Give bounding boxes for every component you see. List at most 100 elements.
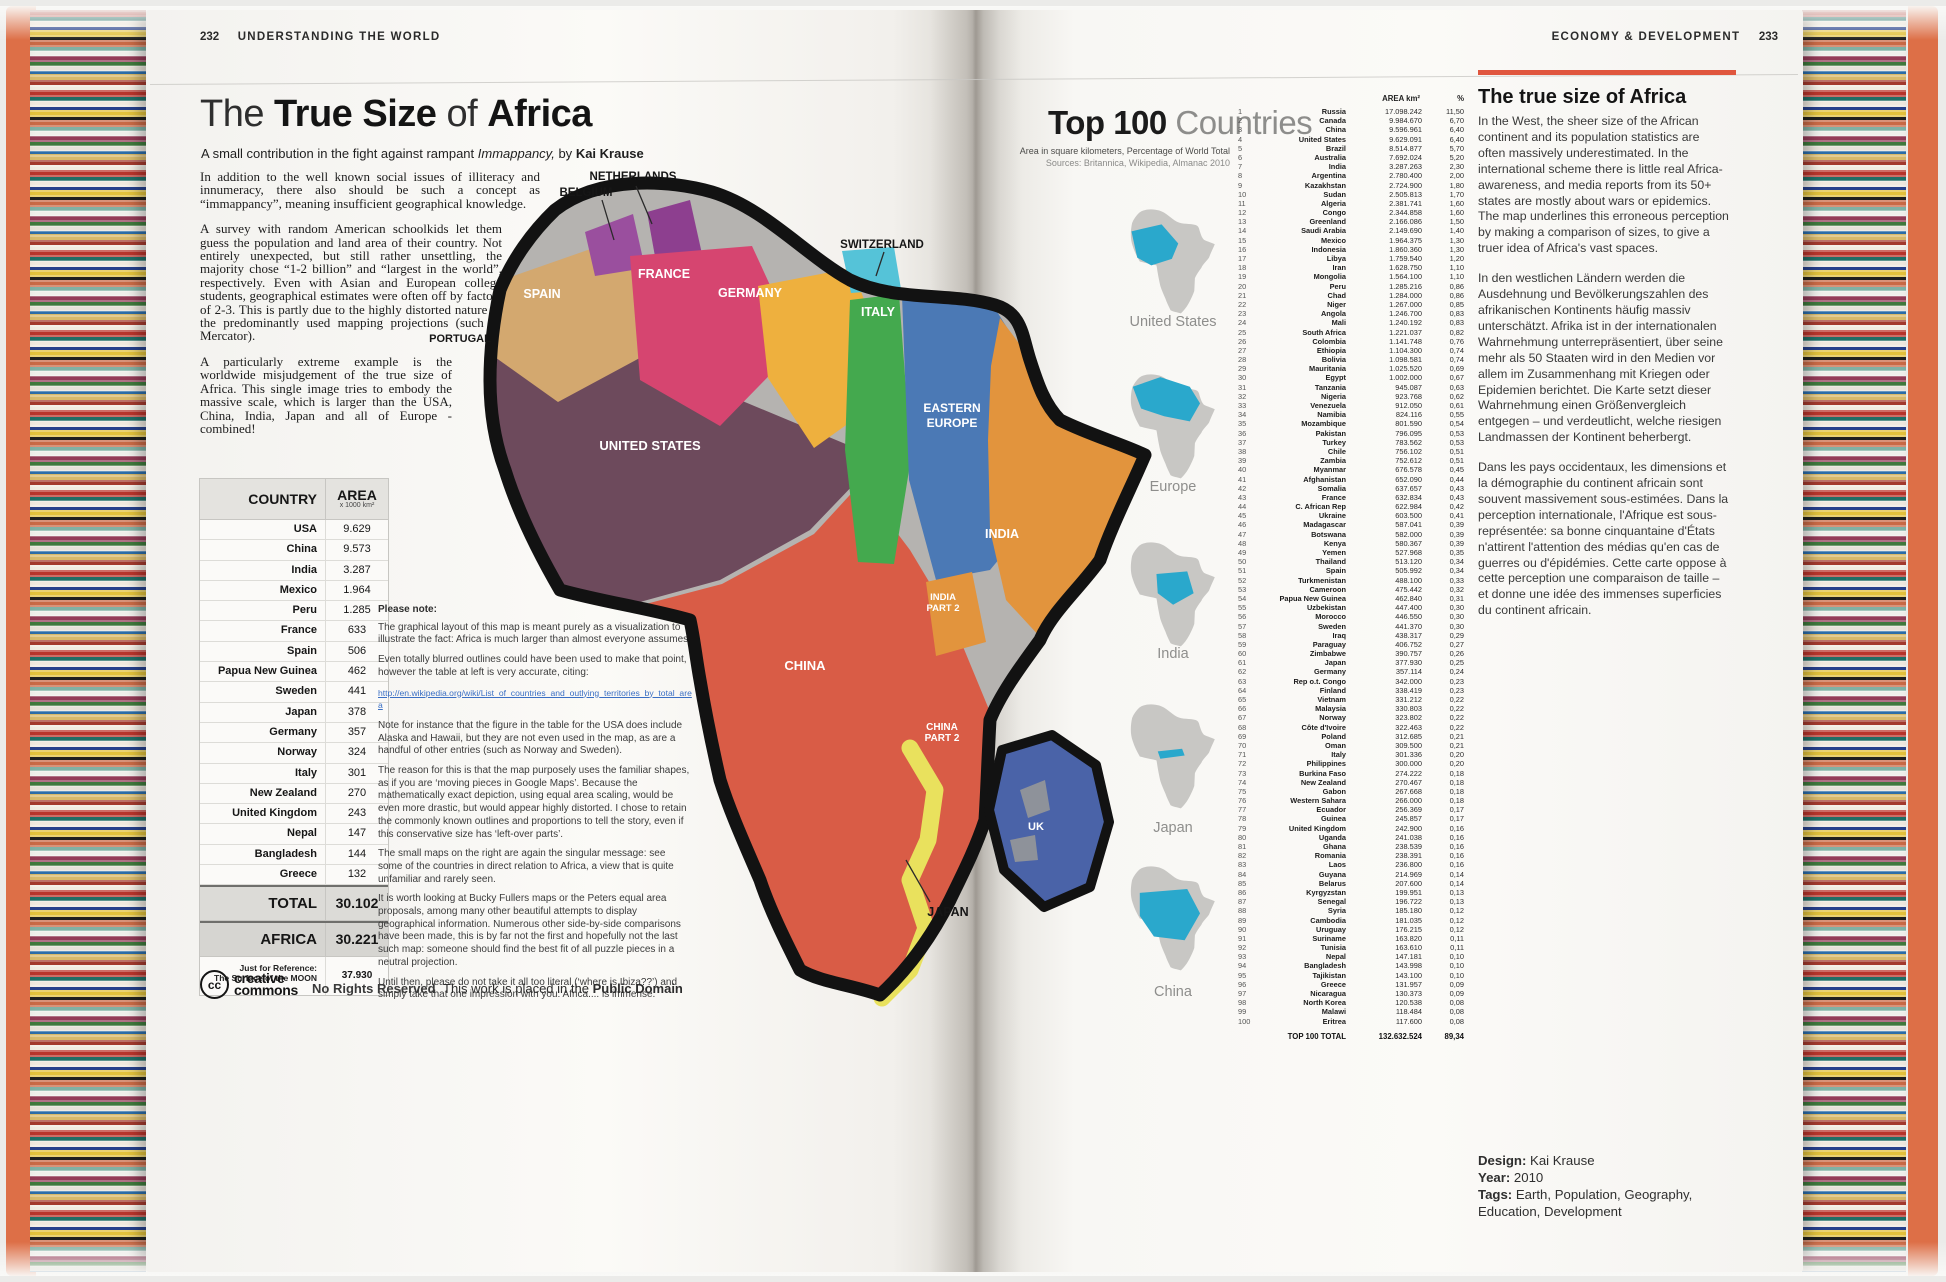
minimap-china bbox=[1130, 866, 1215, 971]
area-cell: 8.514.877 bbox=[1389, 143, 1422, 153]
top100-row: 17 Libya 1.759.540 1,20 bbox=[1238, 254, 1464, 263]
area-cell: 2.166.086 bbox=[1389, 217, 1422, 227]
percent-cell: 0,54 bbox=[1449, 419, 1464, 429]
rank-cell: 80 bbox=[1238, 832, 1247, 842]
table-row: France 633 bbox=[200, 621, 388, 642]
poster-title: The True Size of Africa bbox=[200, 93, 592, 135]
area-cell: 587.041 bbox=[1395, 520, 1422, 530]
country-cell: Chad bbox=[1327, 290, 1346, 300]
right-page-number: 233 bbox=[1758, 31, 1778, 43]
percent-cell: 0,10 bbox=[1449, 970, 1464, 980]
area-cell: 256.369 bbox=[1395, 805, 1422, 815]
area-cell: 580.367 bbox=[1395, 538, 1422, 548]
map-label-china-part2a: CHINA bbox=[926, 722, 958, 733]
rank-cell: 5 bbox=[1238, 143, 1243, 153]
map-label-spain: SPAIN bbox=[523, 287, 560, 301]
rank-cell: 1 bbox=[1238, 107, 1243, 116]
rank-cell: 16 bbox=[1238, 244, 1247, 254]
country-cell: Tanzania bbox=[1314, 382, 1346, 392]
area-cell: 632.834 bbox=[1395, 492, 1422, 502]
top100-row: 87 Senegal 196.722 0,13 bbox=[1238, 897, 1464, 906]
country-cell: Rep o.t. Congo bbox=[1293, 676, 1346, 686]
top100-row: 91 Suriname 163.820 0,11 bbox=[1238, 934, 1464, 943]
area-cell: 9.984.670 bbox=[1389, 116, 1422, 126]
table-body: USA 9.629 China 9.573 India 3.287 Mexico… bbox=[200, 520, 388, 886]
right-page bbox=[975, 10, 1803, 1272]
percent-cell: 0,22 bbox=[1449, 695, 1464, 704]
top100-row: 20 Peru 1.285.216 0,86 bbox=[1238, 282, 1464, 291]
top100-row: 18 Iran 1.628.750 1,10 bbox=[1238, 263, 1464, 272]
percent-cell: 0,12 bbox=[1449, 906, 1464, 916]
country-cell: Senegal bbox=[1317, 897, 1346, 907]
country-cell: Zimbabwe bbox=[1309, 649, 1346, 659]
top100-row: 8 Argentina 2.780.400 2,00 bbox=[1238, 171, 1464, 180]
area-cell: 185.180 bbox=[1395, 906, 1422, 916]
percent-cell: 6,70 bbox=[1449, 116, 1464, 126]
percent-cell: 1,40 bbox=[1449, 226, 1464, 236]
top100-row: 95 Tajikistan 143.100 0,10 bbox=[1238, 971, 1464, 980]
rank-cell: 19 bbox=[1238, 272, 1247, 282]
rank-cell: 43 bbox=[1238, 492, 1247, 502]
percent-cell: 0,39 bbox=[1449, 520, 1464, 530]
top100-title: Top 100 Countries bbox=[1048, 104, 1313, 141]
top100-row: 24 Mali 1.240.192 0,83 bbox=[1238, 318, 1464, 327]
percent-cell: 0,83 bbox=[1449, 318, 1464, 328]
area-cell: 3.287.263 bbox=[1389, 162, 1422, 172]
map-label-netherlands: NETHERLANDS bbox=[590, 171, 677, 183]
percent-cell: 0,74 bbox=[1449, 355, 1464, 365]
rank-cell: 84 bbox=[1238, 869, 1247, 879]
label-pointer-lines bbox=[601, 185, 931, 903]
country-cell: Canada bbox=[1319, 116, 1346, 126]
country-cell: Guyana bbox=[1318, 869, 1346, 879]
country-cell: Uzbekistan bbox=[1306, 603, 1346, 613]
rank-cell: 39 bbox=[1238, 456, 1247, 466]
percent-cell: 5,70 bbox=[1449, 143, 1464, 153]
area-cell: 1.002.000 bbox=[1389, 373, 1422, 383]
top100-row: 73 Burkina Faso 274.222 0,18 bbox=[1238, 769, 1464, 778]
area-cell: 2.149.690 bbox=[1389, 226, 1422, 236]
country-cell: France bbox=[280, 624, 317, 637]
area-cell: 312.685 bbox=[1395, 731, 1422, 741]
country-cell: Greece bbox=[1320, 979, 1346, 989]
col-header-area: AREA x 1000 km² bbox=[325, 479, 388, 519]
wikipedia-link[interactable]: http://en.wikipedia.org/wiki/List_of_cou… bbox=[378, 687, 692, 711]
percent-cell: 1,60 bbox=[1449, 208, 1464, 218]
top100-row: 99 Malawi 118.484 0,08 bbox=[1238, 1007, 1464, 1016]
region-usa bbox=[491, 350, 860, 602]
article-paragraph-en: In the West, the sheer size of the Afric… bbox=[1478, 114, 1729, 256]
country-cell: Niger bbox=[1327, 299, 1346, 309]
percent-cell: 1,60 bbox=[1449, 198, 1464, 208]
top100-row: 15 Mexico 1.964.375 1,30 bbox=[1238, 236, 1464, 245]
rank-cell: 37 bbox=[1238, 437, 1247, 447]
table-row: Sweden 441 bbox=[200, 682, 388, 703]
top100-row: 41 Afghanistan 652.090 0,44 bbox=[1238, 475, 1464, 484]
rank-cell: 97 bbox=[1238, 989, 1247, 998]
rank-cell: 51 bbox=[1238, 566, 1247, 576]
table-row: Bangladesh 144 bbox=[200, 844, 388, 866]
region-france bbox=[630, 246, 798, 426]
area-cell: 783.562 bbox=[1395, 437, 1422, 447]
area-cell: 176.215 bbox=[1395, 924, 1422, 934]
top100-row: 97 Nicaragua 130.373 0,09 bbox=[1238, 989, 1464, 998]
top100-row: 55 Uzbekistan 447.400 0,30 bbox=[1238, 603, 1464, 612]
top100-subtitle: Area in square kilometers, Percentage of… bbox=[1019, 146, 1230, 168]
percent-cell: 0,85 bbox=[1449, 299, 1464, 309]
percent-cell: 0,30 bbox=[1449, 612, 1464, 622]
percent-cell: 6,40 bbox=[1449, 125, 1464, 135]
region-italy bbox=[845, 294, 911, 564]
percent-cell: 0,35 bbox=[1449, 548, 1464, 557]
country-cell: China bbox=[286, 543, 317, 556]
country-cell: Japan bbox=[285, 705, 317, 718]
rank-cell: 38 bbox=[1238, 446, 1247, 456]
top100-row: 9 Kazakhstan 2.724.900 1,80 bbox=[1238, 181, 1464, 190]
top100-row: 59 Paraguay 406.752 0,27 bbox=[1238, 640, 1464, 649]
rank-cell: 60 bbox=[1238, 649, 1247, 659]
area-cell: 163.610 bbox=[1395, 943, 1422, 953]
percent-cell: 0,22 bbox=[1449, 704, 1464, 714]
area-cell: 143.100 bbox=[1395, 970, 1422, 980]
top100-row: 100 Eritrea 117.600 0,08 bbox=[1238, 1017, 1464, 1026]
country-cell: Venezuela bbox=[1310, 401, 1346, 410]
rank-cell: 50 bbox=[1238, 557, 1247, 567]
percent-cell: 0,53 bbox=[1449, 428, 1464, 438]
rank-cell: 24 bbox=[1238, 318, 1247, 328]
